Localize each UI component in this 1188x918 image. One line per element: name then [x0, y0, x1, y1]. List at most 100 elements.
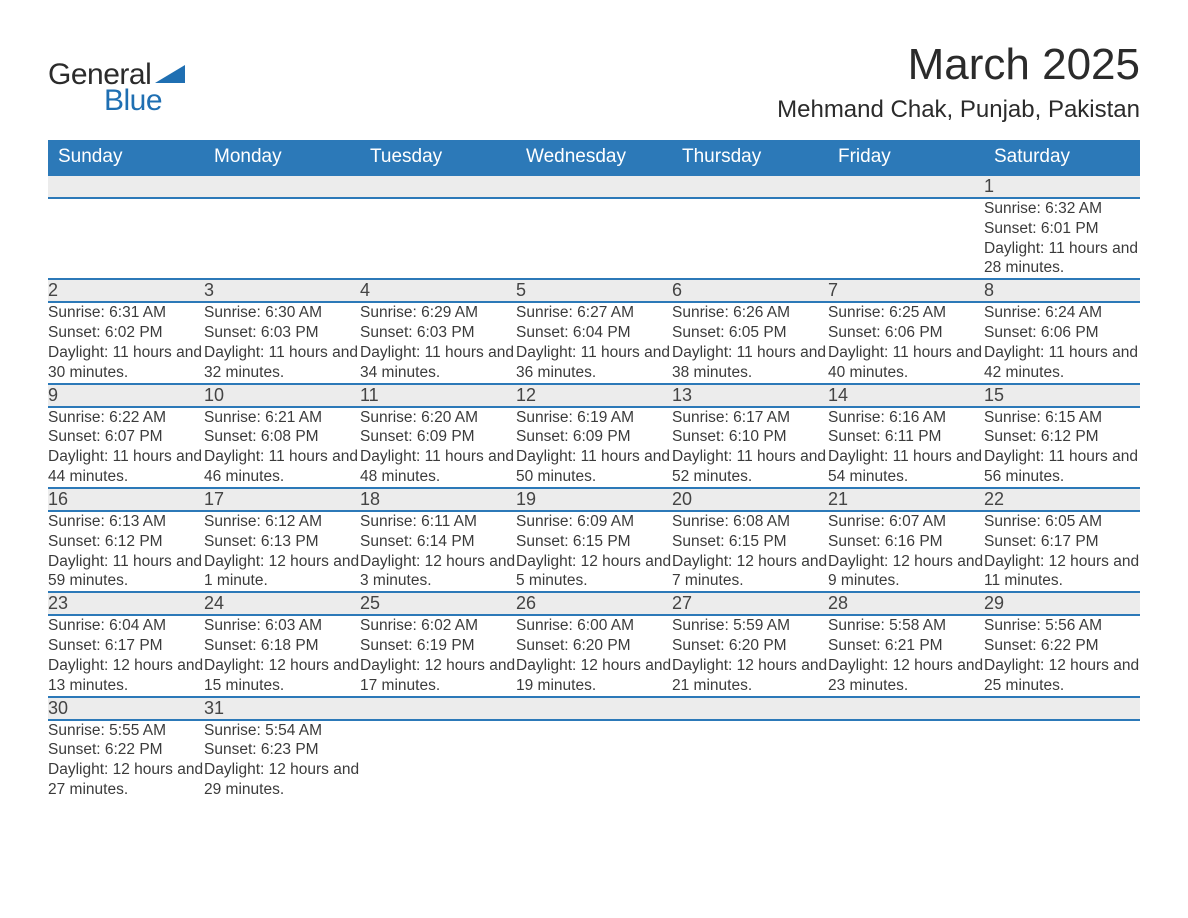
day-info-cell: Sunrise: 6:17 AMSunset: 6:10 PMDaylight:… [672, 407, 828, 488]
day-info-cell: Sunrise: 6:03 AMSunset: 6:18 PMDaylight:… [204, 615, 360, 696]
daylight-line: Daylight: 12 hours and 15 minutes. [204, 656, 360, 696]
day-info-cell: Sunrise: 6:13 AMSunset: 6:12 PMDaylight:… [48, 511, 204, 592]
sunrise-line: Sunrise: 6:00 AM [516, 616, 672, 636]
sunrise-line: Sunrise: 6:30 AM [204, 303, 360, 323]
sunset-line: Sunset: 6:10 PM [672, 427, 828, 447]
sunrise-line: Sunrise: 5:59 AM [672, 616, 828, 636]
day-info-cell [516, 720, 672, 800]
col-wednesday: Wednesday [516, 140, 672, 175]
day-info-cell: Sunrise: 5:58 AMSunset: 6:21 PMDaylight:… [828, 615, 984, 696]
dayinfo-row: Sunrise: 6:13 AMSunset: 6:12 PMDaylight:… [48, 511, 1140, 592]
dayinfo-row: Sunrise: 5:55 AMSunset: 6:22 PMDaylight:… [48, 720, 1140, 800]
sunrise-line: Sunrise: 6:32 AM [984, 199, 1140, 219]
daylight-line: Daylight: 12 hours and 27 minutes. [48, 760, 204, 800]
day-number-cell: 26 [516, 592, 672, 615]
day-info-cell: Sunrise: 6:25 AMSunset: 6:06 PMDaylight:… [828, 302, 984, 383]
day-number-cell [360, 697, 516, 720]
day-number-cell: 2 [48, 279, 204, 302]
day-info-cell: Sunrise: 6:09 AMSunset: 6:15 PMDaylight:… [516, 511, 672, 592]
day-number-cell: 25 [360, 592, 516, 615]
daylight-line: Daylight: 12 hours and 21 minutes. [672, 656, 828, 696]
daylight-line: Daylight: 12 hours and 13 minutes. [48, 656, 204, 696]
day-number-cell [516, 697, 672, 720]
day-number-cell: 21 [828, 488, 984, 511]
sunrise-line: Sunrise: 6:13 AM [48, 512, 204, 532]
sunset-line: Sunset: 6:20 PM [516, 636, 672, 656]
day-info-cell: Sunrise: 6:05 AMSunset: 6:17 PMDaylight:… [984, 511, 1140, 592]
daylight-line: Daylight: 11 hours and 56 minutes. [984, 447, 1140, 487]
weekday-header-row: Sunday Monday Tuesday Wednesday Thursday… [48, 140, 1140, 175]
day-info-cell [828, 198, 984, 279]
daylight-line: Daylight: 11 hours and 38 minutes. [672, 343, 828, 383]
day-number-cell: 17 [204, 488, 360, 511]
dayinfo-row: Sunrise: 6:31 AMSunset: 6:02 PMDaylight:… [48, 302, 1140, 383]
day-info-cell: Sunrise: 5:54 AMSunset: 6:23 PMDaylight:… [204, 720, 360, 800]
sunrise-line: Sunrise: 6:20 AM [360, 408, 516, 428]
sunrise-line: Sunrise: 6:26 AM [672, 303, 828, 323]
sunset-line: Sunset: 6:12 PM [984, 427, 1140, 447]
daylight-line: Daylight: 12 hours and 7 minutes. [672, 552, 828, 592]
day-number-cell: 28 [828, 592, 984, 615]
day-info-cell [48, 198, 204, 279]
day-info-cell [516, 198, 672, 279]
sunset-line: Sunset: 6:04 PM [516, 323, 672, 343]
col-tuesday: Tuesday [360, 140, 516, 175]
day-info-cell [360, 720, 516, 800]
sunrise-line: Sunrise: 5:55 AM [48, 721, 204, 741]
day-number-cell: 13 [672, 384, 828, 407]
daylight-line: Daylight: 12 hours and 1 minute. [204, 552, 360, 592]
day-info-cell: Sunrise: 6:22 AMSunset: 6:07 PMDaylight:… [48, 407, 204, 488]
day-info-cell: Sunrise: 6:21 AMSunset: 6:08 PMDaylight:… [204, 407, 360, 488]
daylight-line: Daylight: 12 hours and 3 minutes. [360, 552, 516, 592]
sunset-line: Sunset: 6:06 PM [828, 323, 984, 343]
dayinfo-row: Sunrise: 6:04 AMSunset: 6:17 PMDaylight:… [48, 615, 1140, 696]
sunset-line: Sunset: 6:11 PM [828, 427, 984, 447]
day-number-cell: 5 [516, 279, 672, 302]
brand-logo: General Blue [48, 58, 185, 118]
sunset-line: Sunset: 6:17 PM [984, 532, 1140, 552]
daylight-line: Daylight: 12 hours and 23 minutes. [828, 656, 984, 696]
day-number-cell: 3 [204, 279, 360, 302]
daylight-line: Daylight: 11 hours and 40 minutes. [828, 343, 984, 383]
daylight-line: Daylight: 11 hours and 46 minutes. [204, 447, 360, 487]
day-info-cell: Sunrise: 5:59 AMSunset: 6:20 PMDaylight:… [672, 615, 828, 696]
day-number-cell [984, 697, 1140, 720]
sunrise-line: Sunrise: 6:11 AM [360, 512, 516, 532]
day-info-cell: Sunrise: 6:20 AMSunset: 6:09 PMDaylight:… [360, 407, 516, 488]
sunrise-line: Sunrise: 6:19 AM [516, 408, 672, 428]
page-subtitle: Mehmand Chak, Punjab, Pakistan [777, 96, 1140, 124]
dayinfo-row: Sunrise: 6:22 AMSunset: 6:07 PMDaylight:… [48, 407, 1140, 488]
sunrise-line: Sunrise: 6:04 AM [48, 616, 204, 636]
title-block: March 2025 Mehmand Chak, Punjab, Pakista… [777, 40, 1140, 128]
daynum-row: 16171819202122 [48, 488, 1140, 511]
sunset-line: Sunset: 6:12 PM [48, 532, 204, 552]
day-number-cell: 19 [516, 488, 672, 511]
daylight-line: Daylight: 12 hours and 9 minutes. [828, 552, 984, 592]
sunrise-line: Sunrise: 6:22 AM [48, 408, 204, 428]
col-monday: Monday [204, 140, 360, 175]
col-friday: Friday [828, 140, 984, 175]
page-title: March 2025 [777, 40, 1140, 90]
sunset-line: Sunset: 6:09 PM [360, 427, 516, 447]
header: General Blue March 2025 Mehmand Chak, Pu… [48, 40, 1140, 128]
daylight-line: Daylight: 11 hours and 44 minutes. [48, 447, 204, 487]
daynum-row: 9101112131415 [48, 384, 1140, 407]
daylight-line: Daylight: 11 hours and 28 minutes. [984, 239, 1140, 279]
day-number-cell: 30 [48, 697, 204, 720]
day-info-cell [828, 720, 984, 800]
sunset-line: Sunset: 6:16 PM [828, 532, 984, 552]
day-number-cell: 23 [48, 592, 204, 615]
day-info-cell: Sunrise: 6:00 AMSunset: 6:20 PMDaylight:… [516, 615, 672, 696]
daylight-line: Daylight: 11 hours and 48 minutes. [360, 447, 516, 487]
day-number-cell [516, 175, 672, 198]
sunset-line: Sunset: 6:13 PM [204, 532, 360, 552]
sunrise-line: Sunrise: 6:02 AM [360, 616, 516, 636]
daylight-line: Daylight: 11 hours and 42 minutes. [984, 343, 1140, 383]
sunset-line: Sunset: 6:01 PM [984, 219, 1140, 239]
day-info-cell: Sunrise: 6:30 AMSunset: 6:03 PMDaylight:… [204, 302, 360, 383]
day-number-cell: 27 [672, 592, 828, 615]
day-info-cell: Sunrise: 6:04 AMSunset: 6:17 PMDaylight:… [48, 615, 204, 696]
day-number-cell: 10 [204, 384, 360, 407]
day-number-cell: 12 [516, 384, 672, 407]
day-info-cell: Sunrise: 6:16 AMSunset: 6:11 PMDaylight:… [828, 407, 984, 488]
